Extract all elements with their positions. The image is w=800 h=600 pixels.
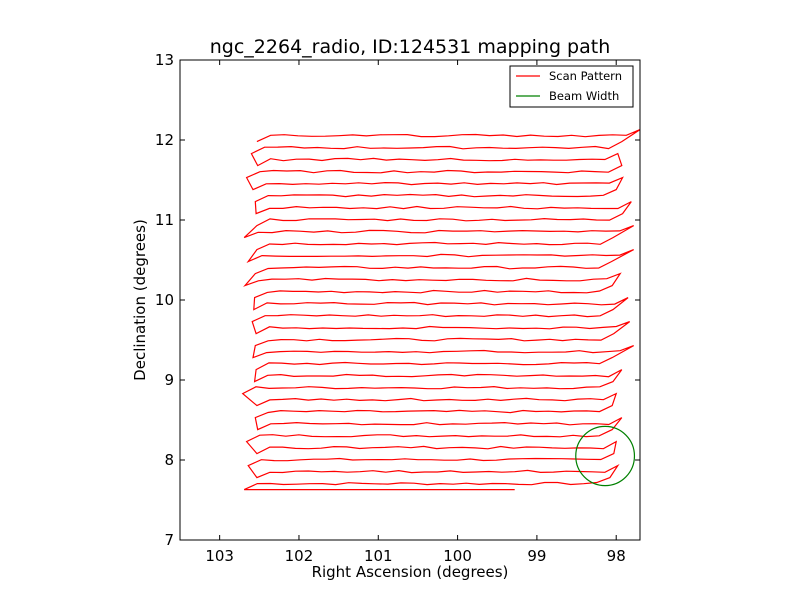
legend: Scan Pattern Beam Width	[509, 65, 634, 108]
y-tick-label: 13	[155, 51, 174, 69]
y-tick-label: 10	[155, 291, 174, 309]
x-tick-label: 102	[285, 547, 314, 565]
legend-label-beam: Beam Width	[549, 89, 619, 103]
chart-title: ngc_2264_radio, ID:124531 mapping path	[210, 36, 611, 58]
x-axis-label: Right Ascension (degrees)	[312, 563, 509, 581]
x-tick-label: 98	[607, 547, 626, 565]
x-tick-label: 99	[527, 547, 546, 565]
beam-width-circle	[575, 425, 636, 487]
legend-box	[509, 65, 634, 108]
scan-pattern-line	[241, 129, 640, 491]
y-axis-label: Declination (degrees)	[131, 219, 149, 381]
x-tick-label: 103	[205, 547, 234, 565]
y-axis: 7 8 9 10 11 12 13	[155, 51, 640, 549]
y-tick-label: 9	[164, 371, 174, 389]
legend-label-scan: Scan Pattern	[549, 69, 622, 83]
x-tick-label: 100	[443, 547, 472, 565]
y-tick-label: 7	[164, 531, 174, 549]
y-tick-label: 11	[155, 211, 174, 229]
plot-area	[241, 129, 640, 491]
x-axis: 103 102 101 100 99 98	[205, 60, 626, 565]
y-tick-label: 12	[155, 131, 174, 149]
y-tick-label: 8	[164, 451, 174, 469]
x-tick-label: 101	[364, 547, 393, 565]
